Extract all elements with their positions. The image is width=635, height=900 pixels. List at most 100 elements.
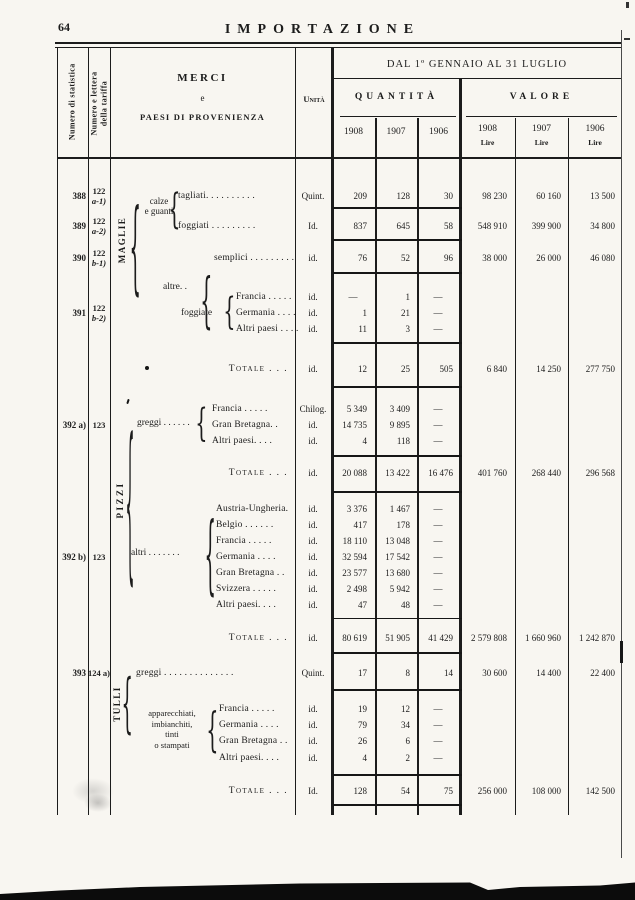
cell-qty-1908: 18 110: [342, 536, 367, 546]
table-row: 389 122 a-2) foggiati . . . . . . . . . I…: [0, 216, 635, 235]
cell-qty-1908: 12: [358, 364, 367, 374]
cell-qty-1906: 505: [439, 364, 454, 374]
table-row: 393 124 a) greggi . . . . . . . . . . . …: [0, 665, 635, 681]
rule-qty-block: [333, 491, 462, 493]
cell-merci: Svizzera . . . . .: [216, 584, 277, 594]
column-header-statistica: Numero di statistica: [67, 63, 77, 141]
cell-val-1908: 6 840: [486, 364, 507, 374]
qty-year-1907: 1907: [386, 127, 406, 137]
qty-year-1908: 1908: [344, 127, 363, 137]
table-row: Francia . . . . . Chilog. 5 349 3 409 —: [0, 401, 635, 417]
column-header-merci: MERCI: [177, 72, 228, 84]
cell-unit: id.: [308, 364, 318, 374]
cell-val-1906: 296 568: [585, 468, 615, 478]
cell-tariff: 124 a): [88, 668, 110, 678]
table-row-totale: Totale . . . id. 20 088 13 422 16 476 40…: [0, 465, 635, 481]
cell-qty-1908: 76: [358, 253, 367, 263]
cell-unit: id.: [308, 504, 318, 514]
rule-qty-block: [333, 272, 462, 274]
cell-val-1908: 548 910: [477, 221, 507, 231]
group-label-foggiate: foggiate: [181, 308, 213, 318]
cell-qty-1906: 41 429: [428, 633, 453, 643]
page-title: IMPORTAZIONE: [224, 22, 421, 37]
cell-qty-1907: 1: [405, 292, 411, 302]
cell-qty-1907: 118: [396, 436, 410, 446]
cell-val-1907: 268 440: [531, 468, 561, 478]
cell-qty-1908: 23 577: [342, 568, 367, 578]
cell-tariff: 122 a-1): [91, 186, 107, 206]
cell-qty-1907: 52: [401, 253, 410, 263]
cell-unit: id.: [308, 753, 318, 763]
cell-qty-1906: 58: [444, 221, 453, 231]
cell-qty-1908: 837: [353, 221, 368, 231]
cell-merci: Germania . . . .: [216, 552, 276, 562]
cell-qty-1906: —: [433, 520, 443, 530]
cell-qty-1908: 47: [358, 600, 367, 610]
rule-qty-block: [333, 618, 462, 619]
cell-merci: Francia . . . . .: [236, 292, 292, 302]
cell-qty-1907: 17 542: [385, 552, 410, 562]
cell-stat: 392 b): [62, 552, 86, 562]
cell-qty-1906: —: [433, 324, 443, 334]
cell-qty-1907: 1 467: [389, 504, 410, 514]
column-header-unita: Unità: [303, 94, 325, 104]
table-row-totale: Totale . . . id. 80 619 51 905 41 429 2 …: [0, 630, 635, 646]
table-row: Altri paesi. . . . id. 47 48 —: [0, 597, 635, 613]
cell-unit: id.: [308, 520, 318, 530]
rule-qty-block: [333, 342, 462, 344]
cell-qty-1907: 6: [405, 736, 411, 746]
cell-val-1906: 1 242 870: [579, 633, 615, 643]
table-row: Altri paesi. . . . id. 4 118 —: [0, 433, 635, 449]
table-row: Svizzera . . . . . id. 2 498 5 942 —: [0, 581, 635, 597]
table-row: Belgio . . . . . . id. 417 178 —: [0, 517, 635, 533]
cell-stat: 388: [72, 191, 87, 201]
cell-val-1908: 98 230: [482, 191, 507, 201]
title-double-rule: [55, 42, 621, 48]
cell-qty-1906: —: [433, 292, 443, 302]
rule-col-statistica: [88, 48, 89, 815]
cell-totale-label: Totale . . .: [228, 786, 288, 796]
cell-qty-1906: —: [433, 704, 443, 714]
scan-edge-line: [621, 30, 622, 858]
cell-qty-1908: 4: [362, 753, 368, 763]
scan-smudge: [84, 794, 112, 812]
cell-unit: id.: [308, 292, 318, 302]
cell-unit: Quint.: [301, 668, 325, 678]
cell-qty-1908: 128: [353, 786, 368, 796]
cell-unit: id.: [308, 633, 318, 643]
val-lire-1908: Lire: [480, 138, 495, 147]
cell-val-1907: 14 250: [536, 364, 561, 374]
rule-qty-left-thick: [331, 48, 334, 815]
table-row: 391 122 b-2) Germania . . . . id. 1 21 —: [0, 303, 635, 322]
table-row: Altri paesi. . . . id. 4 2 —: [0, 750, 635, 766]
column-header-merci-e: e: [200, 93, 205, 103]
cell-unit: id.: [308, 468, 318, 478]
cell-val-1906: 34 800: [590, 221, 615, 231]
cell-qty-1908: 209: [353, 191, 368, 201]
cell-unit: id.: [308, 584, 318, 594]
column-header-valore: VALORE: [509, 92, 574, 102]
rule-qty-block: [333, 652, 462, 654]
cell-qty-1908: 17: [358, 668, 367, 678]
cell-qty-1907: 48: [401, 600, 410, 610]
cell-merci: Francia . . . . .: [216, 536, 272, 546]
cell-merci: Altri paesi. . . .: [212, 436, 273, 446]
cell-qty-1906: 75: [444, 786, 453, 796]
cell-qty-1906: 30: [444, 191, 453, 201]
cell-qty-1908: 80 619: [342, 633, 367, 643]
cell-val-1908: 30 600: [482, 668, 507, 678]
table-row: 392 b) 123 Germania . . . . id. 32 594 1…: [0, 549, 635, 565]
column-header-quantita: QUANTITÀ: [354, 92, 439, 102]
cell-merci: Altri paesi . . . .: [236, 324, 299, 334]
group-label-calze-guanti: calze e guanti: [144, 196, 174, 216]
rule-qty-divider-1: [375, 118, 377, 815]
cell-merci: Germania . . . .: [219, 720, 279, 730]
cell-qty-1906: 96: [444, 253, 453, 263]
cell-qty-1906: —: [433, 568, 443, 578]
cell-val-1906: 277 750: [585, 364, 615, 374]
cell-merci: Austria-Ungheria.: [216, 504, 289, 514]
rule-qty-block: [333, 774, 462, 776]
table-row: Austria-Ungheria. id. 3 376 1 467 —: [0, 501, 635, 517]
cell-qty-1907: 12: [401, 704, 410, 714]
group-label-maglie: MAGLIE: [117, 216, 127, 264]
